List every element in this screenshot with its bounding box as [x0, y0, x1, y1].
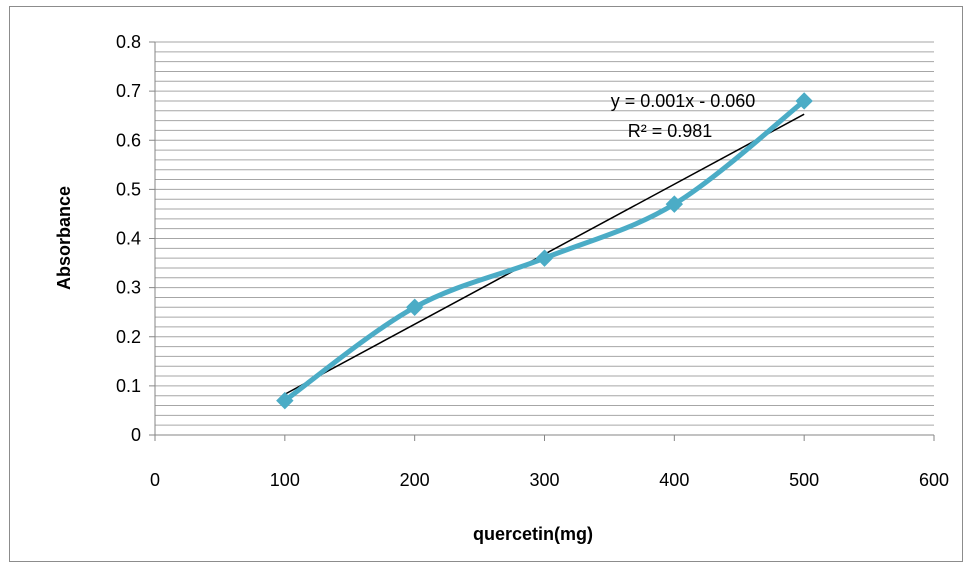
- y-tick-label: 0.3: [116, 278, 141, 298]
- x-tick-label: 0: [150, 470, 160, 490]
- data-point: [276, 391, 294, 410]
- data-point: [795, 92, 813, 110]
- y-tick-label: 0.2: [116, 327, 141, 347]
- x-tick-label: 600: [919, 470, 949, 490]
- axes: [149, 41, 935, 441]
- x-tick-label: 300: [529, 470, 559, 490]
- data-point: [665, 195, 684, 213]
- series-group: [276, 92, 813, 410]
- x-tick-label: 500: [789, 470, 819, 490]
- trendline-r-squared: R² = 0.981: [628, 121, 713, 141]
- data-point: [535, 249, 554, 267]
- y-tick-label: 0: [131, 425, 141, 445]
- y-tick-label: 0.8: [116, 32, 141, 52]
- labels-group: 0 0.1 0.2 0.3 0.4 0.5 0.6 0.7 0.8 0 100 200 300 400 50…: [54, 32, 949, 544]
- y-tick-label: 0.5: [116, 179, 141, 199]
- x-tick-label: 200: [400, 470, 430, 490]
- data-point: [405, 298, 424, 316]
- y-axis-title: Absorbance: [54, 186, 74, 290]
- x-tick-label: 100: [270, 470, 300, 490]
- trendline-equation: y = 0.001x - 0.060: [611, 91, 756, 111]
- y-tick-label: 0.4: [116, 229, 141, 249]
- y-tick-label: 0.6: [116, 130, 141, 150]
- y-tick-label: 0.1: [116, 376, 141, 396]
- x-axis-title: quercetin(mg): [473, 524, 593, 544]
- grid: [155, 41, 934, 426]
- x-tick-label: 400: [659, 470, 689, 490]
- y-tick-label: 0.7: [116, 81, 141, 101]
